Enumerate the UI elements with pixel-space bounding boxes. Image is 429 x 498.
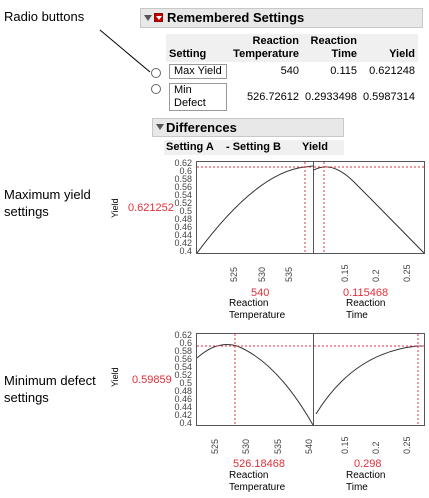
y-tick-label: 0.48 (174, 214, 192, 224)
setting-name-field[interactable]: Min Defect (169, 83, 227, 111)
callout-radio-buttons: Radio buttons (4, 9, 85, 24)
y-tick-label: 0.54 (174, 362, 192, 372)
disclosure-triangle-icon[interactable] (144, 15, 152, 21)
x-tick-label: 530 (241, 438, 252, 454)
y-tick-label: 0.44 (174, 402, 192, 412)
x-tick-label: 0.2 (371, 269, 381, 282)
cell-yield: 0.621248 (369, 65, 415, 77)
x-tick-label: 0.15 (340, 436, 350, 454)
y-tick-label: 0.4 (179, 246, 192, 256)
y-tick-label: 0.5 (179, 206, 192, 216)
y-axis-title: Yield (110, 367, 120, 387)
y-current-value: 0.621252 (128, 202, 174, 214)
cell-yield: 0.5987314 (363, 90, 415, 103)
table-row: Min Defect 526.72612 0.2933498 0.5987314 (166, 81, 418, 113)
cell-temp: 540 (280, 65, 299, 77)
radio-button-min-defect[interactable] (151, 84, 161, 94)
y-tick-label: 0.48 (174, 386, 192, 396)
time-curve (314, 162, 424, 253)
x2-axis-title: Reaction Time (346, 298, 386, 321)
diff-col-yield: Yield (286, 140, 344, 155)
radio-button-max-yield[interactable] (151, 68, 161, 78)
y-tick-label: 0.56 (174, 354, 192, 364)
y-tick-label: 0.58 (174, 174, 192, 184)
differences-title: Differences (166, 120, 237, 135)
callout-max-yield: Maximum yield settings (4, 187, 91, 219)
col-header-reaction-temperature: Reaction Temperature (230, 34, 302, 62)
profile-plot-temperature[interactable] (196, 333, 314, 426)
y-tick-label: 0.58 (174, 346, 192, 356)
y-tick-label: 0.42 (174, 410, 192, 420)
x-tick-label: 0.15 (340, 264, 350, 282)
callout-pointer-line (99, 29, 151, 73)
diff-col-setting-a: Setting A (164, 140, 224, 155)
diff-col-setting-b: - Setting B (224, 140, 286, 155)
x1-current-value: 540 (251, 287, 270, 299)
profile-plot-time[interactable] (313, 161, 425, 254)
y-tick-label: 0.62 (174, 330, 192, 340)
remembered-settings-table: Setting Reaction Temperature Reaction Ti… (166, 34, 418, 113)
remembered-settings-header[interactable] (140, 8, 423, 28)
x1-axis-title: Reaction Temperature (229, 298, 286, 321)
x1-axis-title: Reaction Temperature (229, 470, 286, 493)
y-tick-label: 0.46 (174, 222, 192, 232)
remembered-settings-title: Remembered Settings (167, 10, 305, 25)
y-current-value: 0.59859 (132, 374, 172, 386)
x2-current-value: 0.115468 (343, 287, 389, 299)
y-tick-label: 0.56 (174, 182, 192, 192)
y-tick-label: 0.42 (174, 238, 192, 248)
x-tick-label: 535 (272, 438, 283, 454)
y-tick-label: 0.4 (179, 418, 192, 428)
table-row: Max Yield 540 0.115 0.621248 (166, 62, 418, 81)
x-tick-label: 0.2 (371, 441, 381, 454)
col-header-yield: Yield (360, 34, 418, 62)
temperature-curve (197, 162, 313, 253)
col-header-reaction-time: Reaction Time (302, 34, 360, 62)
callout-min-defect: Minimum defect settings (4, 373, 96, 405)
time-curve (314, 334, 424, 425)
y-tick-label: 0.52 (174, 198, 192, 208)
profile-plot-time[interactable] (313, 333, 425, 426)
temperature-curve (197, 334, 313, 425)
x2-axis-title: Reaction Time (346, 470, 386, 493)
x-tick-label: 535 (284, 266, 294, 282)
y-tick-label: 0.54 (174, 190, 192, 200)
x2-current-value: 0.298 (354, 458, 382, 470)
col-header-setting: Setting (166, 34, 230, 62)
cell-time: 0.115 (330, 65, 357, 77)
x1-current-value: 526.18468 (233, 458, 285, 470)
y-tick-label: 0.5 (179, 378, 192, 388)
x-tick-label: 540 (304, 438, 314, 454)
profile-plot-temperature[interactable] (196, 161, 314, 254)
y-tick-label: 0.62 (174, 158, 192, 168)
y-tick-label: 0.6 (179, 166, 192, 176)
y-tick-label: 0.44 (174, 230, 192, 240)
cell-time: 0.2933498 (305, 90, 357, 103)
differences-header[interactable] (152, 118, 344, 137)
x-tick-label: 530 (256, 266, 267, 282)
x-tick-label: 525 (229, 266, 239, 282)
y-axis-title: Yield (110, 198, 120, 218)
y-tick-label: 0.46 (174, 394, 192, 404)
x-tick-label: 0.25 (402, 436, 412, 454)
y-tick-label: 0.6 (179, 338, 192, 348)
y-tick-label: 0.52 (174, 370, 192, 380)
cell-temp: 526.72612 (247, 90, 299, 103)
disclosure-triangle-icon[interactable] (156, 124, 164, 130)
red-menu-triangle-icon[interactable] (154, 13, 163, 22)
setting-name-field[interactable]: Max Yield (169, 64, 227, 79)
table-header-row: Setting Reaction Temperature Reaction Ti… (166, 34, 418, 62)
x-tick-label: 525 (210, 438, 220, 454)
x-tick-label: 0.25 (402, 264, 412, 282)
